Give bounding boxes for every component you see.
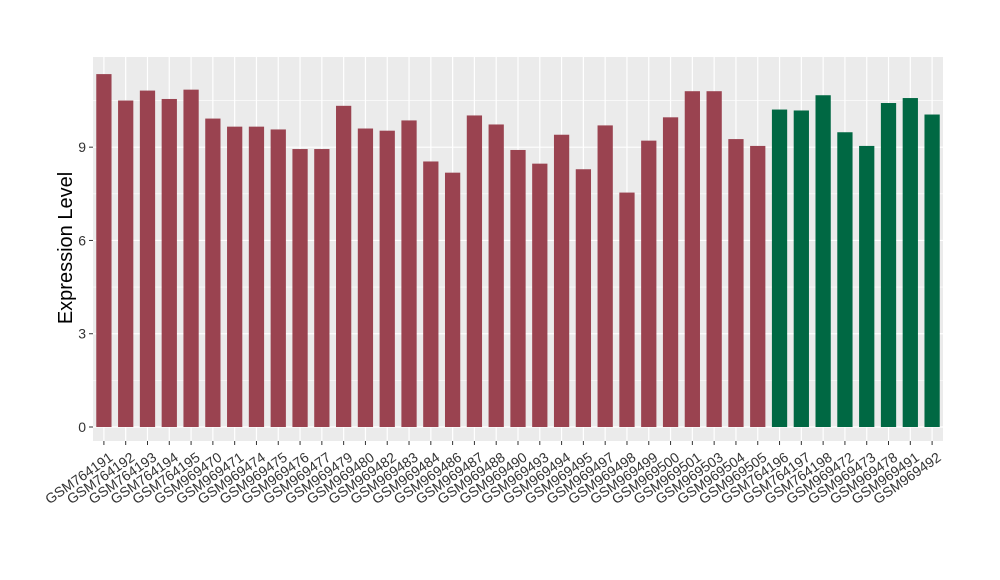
bar-GSM969473 [859, 145, 875, 428]
bar-GSM764196 [771, 109, 788, 428]
bar-GSM969501 [684, 91, 700, 428]
bar-GSM969478 [880, 103, 897, 428]
bar-GSM969492 [924, 114, 940, 428]
bar-GSM969476 [292, 149, 308, 428]
y-axis: 0 3 6 9 [78, 139, 93, 435]
bar-GSM969487 [466, 115, 483, 428]
bar-GSM969483 [401, 120, 417, 428]
bar-GSM969475 [270, 129, 286, 428]
bar-GSM969495 [575, 169, 592, 428]
bar-GSM969474 [248, 126, 265, 428]
x-axis: GSM764191GSM764192GSM764193GSM764194GSM7… [42, 441, 944, 507]
bar-GSM969471 [227, 126, 243, 428]
bar-GSM764194 [161, 98, 177, 428]
bar-GSM969470 [205, 118, 221, 428]
bar-GSM969497 [597, 125, 613, 428]
bar-GSM969504 [728, 139, 744, 428]
bar-GSM764191 [96, 74, 112, 428]
y-tick-label: 9 [78, 139, 86, 155]
bar-GSM764198 [815, 95, 831, 428]
bar-GSM969494 [553, 134, 570, 428]
y-tick-label: 3 [78, 326, 86, 342]
bar-GSM969498 [619, 192, 635, 428]
bar-GSM969490 [510, 149, 526, 428]
bar-GSM969488 [488, 124, 504, 428]
bar-GSM969491 [902, 98, 918, 428]
bar-GSM764195 [183, 89, 199, 428]
bar-GSM969477 [314, 149, 330, 428]
bar-GSM969500 [662, 117, 679, 428]
y-tick-label: 6 [78, 232, 86, 248]
bar-GSM969479 [336, 105, 352, 428]
bar-GSM764193 [139, 90, 156, 428]
bar-GSM969503 [706, 91, 722, 428]
bar-GSM969480 [357, 128, 374, 428]
bar-GSM969472 [837, 132, 853, 428]
bar-GSM969499 [641, 140, 657, 428]
y-tick-label: 0 [78, 419, 86, 435]
y-axis-label: Expression Level [55, 172, 77, 324]
bar-GSM969482 [379, 130, 395, 428]
bar-GSM764197 [793, 110, 809, 428]
bar-GSM764192 [118, 100, 134, 428]
bar-GSM969505 [750, 145, 766, 428]
bar-GSM969486 [444, 172, 461, 428]
bar-GSM969484 [423, 161, 439, 428]
bar-GSM969493 [532, 163, 548, 428]
bars [96, 74, 940, 428]
